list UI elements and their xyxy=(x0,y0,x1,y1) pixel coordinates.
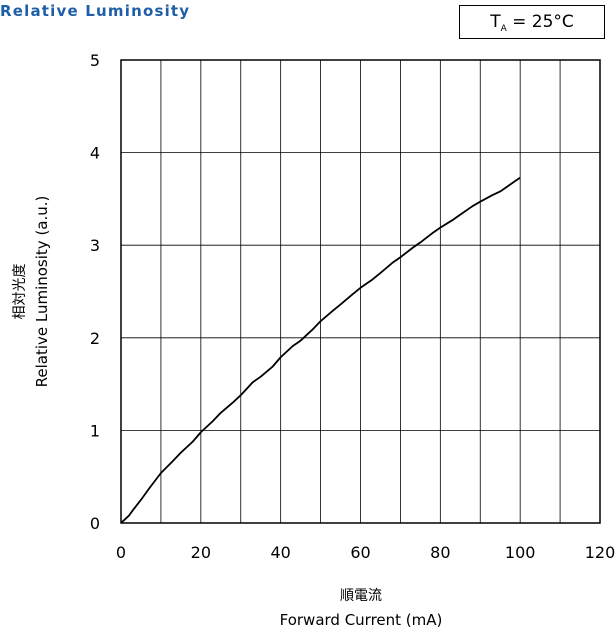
y-tick-label: 5 xyxy=(90,51,100,70)
y-tick-labels: 0 1 2 3 4 5 xyxy=(90,51,100,533)
condition-value: = 25°C xyxy=(506,12,574,32)
luminosity-curve xyxy=(120,176,521,524)
y-axis-label: Relative Luminosity (a.u.) xyxy=(33,196,51,388)
page-title: Relative Luminosity xyxy=(0,2,191,20)
x-tick-label: 60 xyxy=(350,543,370,562)
condition-label: TA = 25°C xyxy=(459,5,605,39)
x-tick-label: 40 xyxy=(270,543,290,562)
x-axis-label-jp: 順電流 xyxy=(340,588,382,604)
y-tick-label: 2 xyxy=(90,329,100,348)
condition-symbol: T xyxy=(490,12,501,32)
y-tick-label: 1 xyxy=(90,421,100,440)
x-tick-labels: 0 20 40 60 80 100 120 xyxy=(116,543,615,562)
y-tick-label: 4 xyxy=(90,144,100,163)
x-tick-label: 20 xyxy=(191,543,211,562)
x-tick-label: 100 xyxy=(505,543,536,562)
x-axis-label: Forward Current (mA) xyxy=(280,611,443,629)
grid xyxy=(121,60,600,523)
y-tick-label: 0 xyxy=(90,514,100,533)
y-tick-label: 3 xyxy=(90,236,100,255)
plot-frame xyxy=(120,59,601,524)
y-axis-label-jp: 相対光度 xyxy=(12,264,28,320)
x-tick-label: 0 xyxy=(116,543,126,562)
x-tick-label: 120 xyxy=(585,543,616,562)
x-tick-label: 80 xyxy=(430,543,450,562)
condition-subscript: A xyxy=(500,24,507,34)
